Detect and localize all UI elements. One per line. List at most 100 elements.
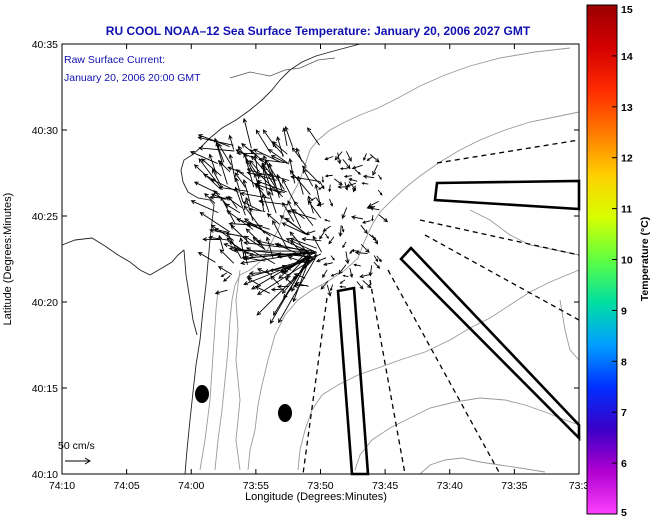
current-vector-head: [234, 177, 239, 183]
current-vector: [249, 160, 260, 173]
current-vector: [234, 172, 246, 188]
current-vector: [360, 224, 368, 234]
current-vector: [219, 187, 249, 192]
current-vector-head: [343, 174, 348, 178]
current-vector-head: [291, 287, 296, 293]
current-vector: [378, 214, 388, 222]
y-tick-label: 40:25: [32, 211, 58, 223]
current-vector: [292, 147, 307, 167]
current-vector-head: [376, 265, 381, 269]
current-vector-head: [341, 214, 346, 220]
current-vector-head: [359, 274, 364, 279]
current-vector-head: [267, 190, 273, 196]
beam-5: [369, 279, 406, 475]
current-vector: [277, 251, 316, 258]
current-vector-head: [228, 221, 234, 227]
current-vector: [362, 280, 372, 288]
current-vector: [240, 238, 245, 260]
current-vector: [255, 184, 267, 199]
current-vector-head: [253, 172, 258, 178]
current-vector-head: [339, 281, 343, 284]
current-vector: [237, 152, 264, 155]
current-vector-head: [240, 260, 246, 266]
y-tick-label: 40:30: [32, 125, 58, 137]
colorbar-ticks: 15 14 13 12 11 10 9 8 7 6 5: [612, 4, 633, 519]
current-vector-head: [314, 254, 318, 258]
colorbar-tick-label: 11: [621, 204, 632, 216]
current-vector-head: [243, 240, 249, 246]
bay-shore: [229, 57, 336, 79]
current-vector-head: [341, 229, 345, 233]
current-vector: [240, 192, 271, 199]
current-vector-head: [227, 166, 233, 171]
current-vector: [294, 273, 306, 279]
current-vector-head: [327, 291, 332, 297]
current-vector-head: [247, 277, 252, 283]
current-vector-head: [361, 182, 365, 185]
current-vector: [295, 282, 309, 287]
current-vector: [307, 200, 322, 219]
current-vector: [225, 203, 241, 214]
current-vector: [368, 201, 379, 207]
current-vector: [221, 272, 228, 277]
current-vector-head: [368, 272, 373, 277]
current-vector-head: [208, 153, 213, 159]
current-vector: [376, 255, 382, 262]
current-vector: [373, 261, 380, 269]
current-vector: [226, 210, 254, 230]
current-vector-head: [314, 183, 319, 189]
current-vector: [190, 151, 218, 164]
current-vector: [264, 257, 313, 273]
scale-bar-arrow: [65, 457, 91, 465]
surface-current-vectors: [189, 117, 389, 325]
current-vector-head: [242, 117, 248, 123]
current-vector-head: [208, 235, 214, 240]
current-vector-head: [351, 186, 357, 191]
current-vector: [345, 251, 349, 264]
land-area: [61, 43, 361, 475]
current-vector-head: [276, 252, 281, 257]
current-vector: [253, 148, 281, 163]
current-vector-head: [365, 248, 370, 254]
current-vector-head: [193, 164, 199, 169]
current-vector: [247, 278, 262, 287]
current-vector-head: [301, 165, 307, 171]
current-vector-head: [322, 274, 326, 278]
current-vector-head: [278, 318, 283, 324]
current-vector-head: [372, 170, 377, 176]
current-vector-head: [276, 136, 281, 142]
current-vector-head: [357, 171, 361, 175]
current-vector: [325, 156, 334, 160]
current-vector: [316, 257, 327, 262]
current-vector-head: [317, 201, 322, 206]
current-vector: [360, 274, 371, 278]
current-vector-head: [235, 149, 241, 154]
current-vector: [356, 281, 364, 290]
current-vector: [330, 284, 334, 291]
current-vector-head: [223, 278, 227, 282]
current-vector: [203, 173, 218, 183]
current-vector-head: [359, 285, 364, 290]
current-vector-head: [241, 143, 246, 148]
colorbar-tick-label: 9: [621, 305, 627, 317]
current-vector-head: [234, 172, 240, 178]
current-vector-head: [243, 205, 248, 210]
current-vector-head: [347, 157, 352, 162]
current-vector-head: [351, 165, 357, 170]
current-vector-head: [321, 180, 325, 184]
current-vector-head: [316, 258, 321, 263]
current-vector: [344, 182, 348, 190]
current-vector-head: [198, 146, 204, 151]
current-vector: [272, 220, 289, 250]
current-vector: [338, 264, 347, 275]
contour-3: [297, 269, 580, 471]
current-vector: [247, 223, 308, 252]
current-vector-head: [295, 147, 300, 153]
current-vector: [363, 175, 375, 179]
current-vector-head: [374, 240, 379, 245]
current-vector-head: [291, 147, 297, 152]
coastline: [61, 43, 361, 475]
current-vector-head: [283, 293, 288, 299]
current-vector-head: [210, 193, 216, 198]
